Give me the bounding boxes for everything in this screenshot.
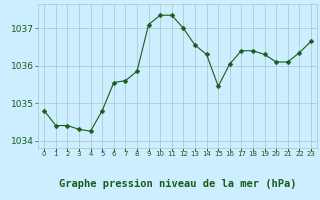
Text: Graphe pression niveau de la mer (hPa): Graphe pression niveau de la mer (hPa)	[59, 179, 296, 189]
